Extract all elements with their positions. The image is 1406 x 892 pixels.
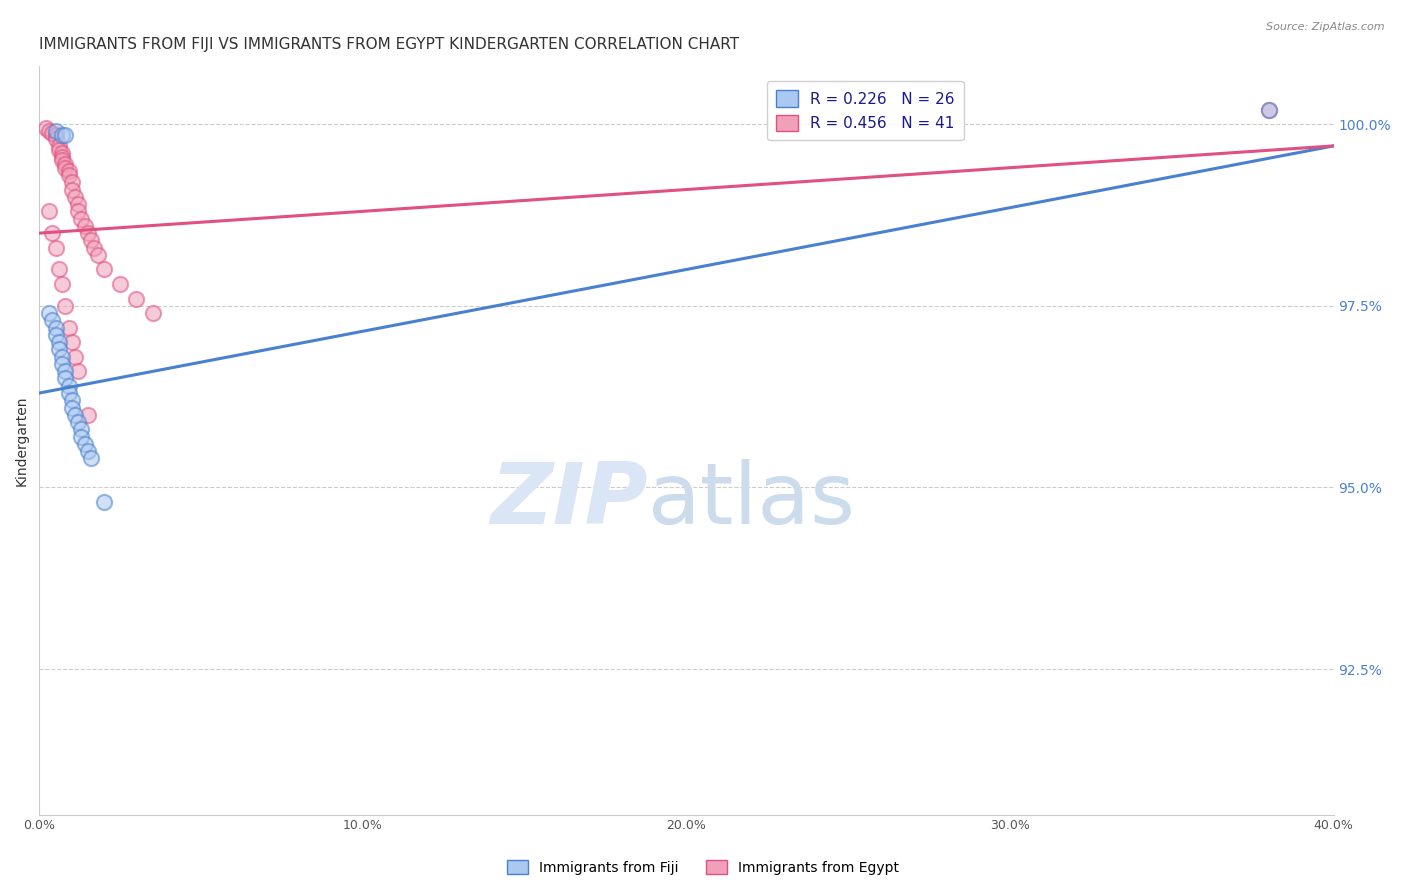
Point <box>60 175 83 189</box>
Point <box>86 248 108 262</box>
Point <box>45 241 67 255</box>
Point <box>70 422 93 436</box>
Text: IMMIGRANTS FROM FIJI VS IMMIGRANTS FROM EGYPT KINDERGARTEN CORRELATION CHART: IMMIGRANTS FROM FIJI VS IMMIGRANTS FROM … <box>39 37 740 53</box>
Point <box>45 128 67 142</box>
Point <box>58 164 80 178</box>
Point <box>77 408 100 422</box>
Legend: R = 0.226   N = 26, R = 0.456   N = 41: R = 0.226 N = 26, R = 0.456 N = 41 <box>768 81 963 140</box>
Point <box>58 386 80 401</box>
Point <box>38 204 60 219</box>
Point <box>51 357 73 371</box>
Point <box>51 350 73 364</box>
Text: atlas: atlas <box>648 458 856 541</box>
Point <box>51 153 73 168</box>
Point <box>60 393 83 408</box>
Point <box>41 226 63 240</box>
Point <box>77 226 100 240</box>
Point <box>53 299 76 313</box>
Point <box>53 128 76 142</box>
Point <box>93 262 115 277</box>
Point <box>63 350 86 364</box>
Point <box>48 143 70 157</box>
Point <box>48 335 70 350</box>
Point <box>58 378 80 392</box>
Y-axis label: Kindergarten: Kindergarten <box>15 395 30 485</box>
Text: Source: ZipAtlas.com: Source: ZipAtlas.com <box>1267 22 1385 32</box>
Point <box>38 124 60 138</box>
Point <box>53 161 76 175</box>
Point <box>67 197 90 211</box>
Point <box>53 364 76 378</box>
Point <box>60 401 83 415</box>
Point <box>53 371 76 385</box>
Point <box>45 124 67 138</box>
Point <box>67 364 90 378</box>
Point <box>125 292 148 306</box>
Point <box>67 415 90 429</box>
Point <box>45 320 67 334</box>
Point <box>70 211 93 226</box>
Point <box>110 277 132 291</box>
Point <box>70 429 93 443</box>
Point <box>58 168 80 182</box>
Point <box>48 139 70 153</box>
Point <box>1257 103 1279 117</box>
Point <box>63 190 86 204</box>
Point <box>51 150 73 164</box>
Point <box>45 327 67 342</box>
Point <box>51 146 73 161</box>
Text: ZIP: ZIP <box>491 458 648 541</box>
Point <box>1257 103 1279 117</box>
Point <box>53 157 76 171</box>
Point <box>80 451 103 466</box>
Point <box>51 128 73 142</box>
Point <box>73 219 96 233</box>
Point <box>60 335 83 350</box>
Point <box>35 120 58 135</box>
Point <box>48 262 70 277</box>
Point <box>73 437 96 451</box>
Point <box>41 313 63 327</box>
Point <box>51 277 73 291</box>
Point <box>63 408 86 422</box>
Point <box>60 182 83 196</box>
Point <box>77 444 100 458</box>
Point <box>41 126 63 140</box>
Point <box>80 233 103 247</box>
Point <box>142 306 165 320</box>
Legend: Immigrants from Fiji, Immigrants from Egypt: Immigrants from Fiji, Immigrants from Eg… <box>502 855 904 880</box>
Point <box>83 241 105 255</box>
Point <box>67 204 90 219</box>
Point <box>93 495 115 509</box>
Point <box>48 343 70 357</box>
Point <box>45 131 67 145</box>
Point <box>58 320 80 334</box>
Point <box>38 306 60 320</box>
